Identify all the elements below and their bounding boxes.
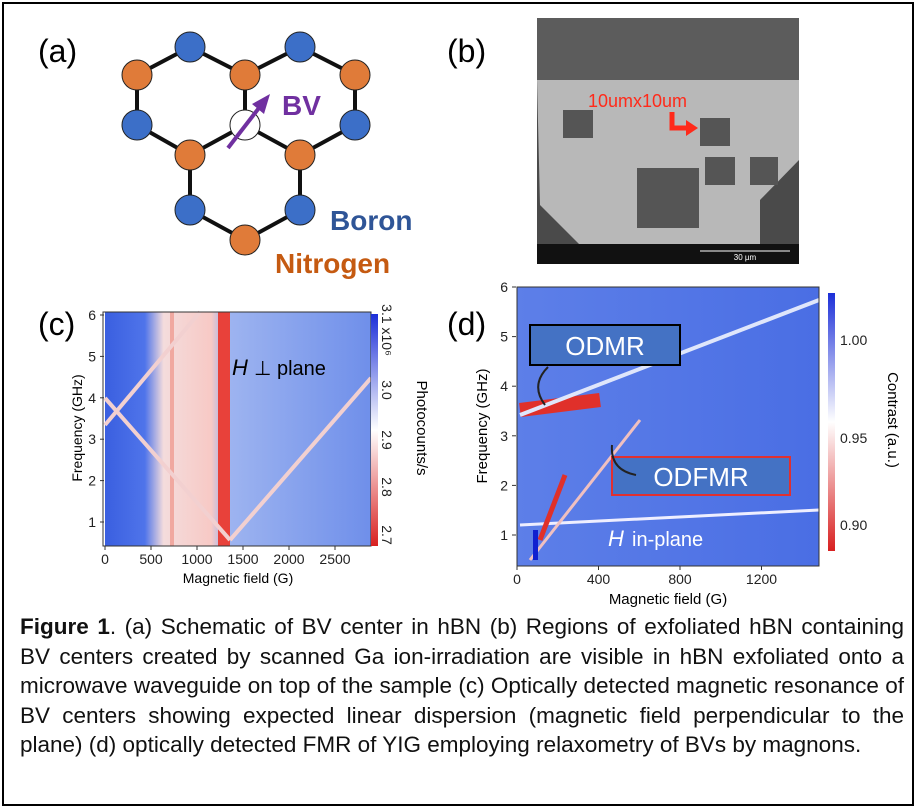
colorbar-tick-label: 1.00: [840, 332, 867, 348]
spin-arrow: [226, 102, 264, 150]
box-label: ODFMR: [653, 462, 748, 492]
irradiated-squares: [563, 110, 778, 228]
x-tick-label: 500: [139, 551, 163, 567]
x-tick-label: 0: [101, 551, 109, 567]
plot-frame: [516, 286, 820, 567]
annotation: 10umx10um: [588, 91, 687, 111]
annotation: in-plane: [632, 529, 703, 551]
annotation: ⊥ plane: [254, 358, 326, 380]
heatmap-band: [170, 312, 174, 546]
heatmap: [105, 312, 371, 546]
y-tick-label: 2: [500, 477, 508, 493]
x-tick-label: 2000: [273, 551, 304, 567]
arrow-head: [686, 120, 698, 136]
y-axis-label: Frequency (GHz): [474, 368, 491, 483]
arrow-head: [252, 94, 270, 114]
y-tick-label: 6: [500, 279, 508, 295]
y-tick-label: 4: [88, 390, 96, 406]
x-tick-label: 2500: [319, 551, 350, 567]
panel-label: (a): [38, 33, 77, 69]
y-tick-label: 5: [500, 329, 508, 345]
colorbar-tick-label: 2.7: [379, 525, 395, 545]
scale-label: 30 µm: [734, 253, 757, 262]
colorbar-tick-label: 3.0: [379, 380, 395, 400]
y-tick-label: 5: [88, 348, 96, 364]
y-tick-label: 1: [88, 514, 96, 530]
y-tick-label: 6: [88, 307, 96, 323]
box-label: ODMR: [565, 331, 644, 361]
y-tick-label: 2: [88, 473, 96, 489]
x-axis-label: Magnetic field (G): [609, 591, 727, 608]
y-tick-label: 3: [88, 431, 96, 447]
caption-text: . (a) Schematic of BV center in hBN (b) …: [20, 614, 904, 757]
y-tick-label: 1: [500, 527, 508, 543]
defect-label: BV: [282, 90, 321, 121]
panel-label: (c): [38, 306, 75, 342]
sem-region: [537, 18, 799, 80]
colorbar-tick-label: 2.8: [379, 477, 395, 497]
colorbar-tick-label: 0.90: [840, 517, 867, 533]
arrow: [669, 112, 690, 131]
species-label: Boron: [330, 205, 412, 236]
x-tick-label: 800: [668, 571, 692, 587]
hbn-flake: [537, 80, 799, 245]
annotation-symbol: H: [608, 526, 624, 551]
colorbar-label: Photocounts/s: [413, 380, 430, 475]
panel-label: (b): [447, 33, 486, 69]
colorbar: [828, 293, 835, 551]
y-tick-label: 4: [500, 378, 508, 394]
y-tick-label: 3: [500, 428, 508, 444]
caption: Figure 1. (a) Schematic of BV center in …: [20, 612, 904, 760]
colorbar: [371, 314, 378, 546]
colorbar-tick-label: 3.1 x10⁶: [379, 304, 395, 356]
resonance-lines: [103, 310, 373, 542]
caption-label: Figure 1: [20, 614, 110, 639]
arrow: [610, 444, 637, 476]
label-box: [529, 324, 681, 366]
heatmap-band: [218, 312, 230, 546]
panel-label: (d): [447, 306, 486, 342]
annotation-symbol: H: [232, 355, 248, 380]
y-axis-label: Frequency (GHz): [69, 374, 85, 481]
lattice-atoms: [121, 31, 371, 256]
x-tick-label: 0: [513, 571, 521, 587]
x-axis-label: Magnetic field (G): [183, 570, 293, 586]
species-label: Nitrogen: [275, 248, 390, 279]
figure: (a) BV Boron Nitrogen (b) 30 µm 10umx10u…: [38, 18, 901, 608]
arrow: [537, 366, 549, 406]
x-tick-label: 1000: [181, 551, 212, 567]
x-tick-label: 400: [587, 571, 611, 587]
colorbar-tick-label: 2.9: [379, 430, 395, 450]
colorbar-tick-label: 0.95: [840, 430, 867, 446]
colorbar-label: Contrast (a.u.): [884, 372, 901, 468]
label-box: [611, 456, 791, 496]
x-tick-label: 1200: [746, 571, 777, 587]
x-tick-label: 1500: [227, 551, 258, 567]
sem-info-bar: [537, 244, 799, 264]
